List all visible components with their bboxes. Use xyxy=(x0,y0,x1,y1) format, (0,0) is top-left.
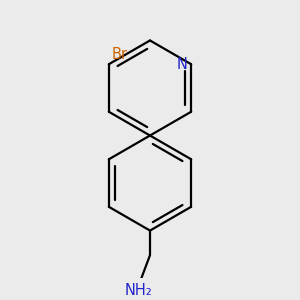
Text: N: N xyxy=(176,57,187,72)
Text: NH₂: NH₂ xyxy=(125,283,152,298)
Text: Br: Br xyxy=(112,46,127,62)
